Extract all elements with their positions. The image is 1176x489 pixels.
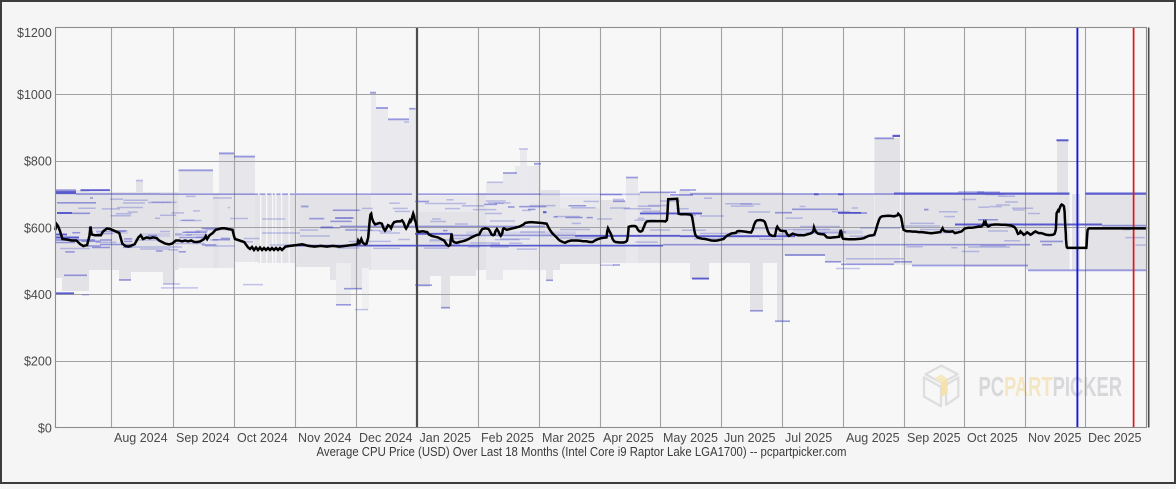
- svg-text:Sep 2024: Sep 2024: [176, 431, 230, 445]
- svg-text:Oct 2025: Oct 2025: [967, 431, 1018, 445]
- svg-text:Dec 2024: Dec 2024: [359, 431, 413, 445]
- svg-text:Feb 2025: Feb 2025: [481, 431, 534, 445]
- svg-text:$1200: $1200: [17, 26, 52, 40]
- svg-text:Jul 2025: Jul 2025: [785, 431, 832, 445]
- svg-text:Mar 2025: Mar 2025: [542, 431, 595, 445]
- svg-text:Oct 2024: Oct 2024: [237, 431, 288, 445]
- svg-text:Dec 2025: Dec 2025: [1088, 431, 1142, 445]
- svg-text:$0: $0: [38, 421, 52, 435]
- svg-text:$600: $600: [24, 221, 52, 235]
- svg-text:Nov 2025: Nov 2025: [1028, 431, 1082, 445]
- svg-text:Average CPU Price (USD) Over L: Average CPU Price (USD) Over Last 18 Mon…: [317, 445, 847, 459]
- svg-text:$400: $400: [24, 288, 52, 302]
- svg-text:$1000: $1000: [17, 88, 52, 102]
- svg-text:Apr 2025: Apr 2025: [603, 431, 654, 445]
- svg-text:PCPARTPICKER: PCPARTPICKER: [979, 371, 1123, 402]
- svg-text:Sep 2025: Sep 2025: [907, 431, 961, 445]
- svg-text:Aug 2024: Aug 2024: [114, 431, 168, 445]
- svg-text:Jan 2025: Jan 2025: [420, 431, 471, 445]
- svg-text:$800: $800: [24, 155, 52, 169]
- svg-text:Aug 2025: Aug 2025: [846, 431, 900, 445]
- svg-text:May 2025: May 2025: [663, 431, 718, 445]
- svg-text:Jun 2025: Jun 2025: [724, 431, 775, 445]
- svg-text:$200: $200: [24, 355, 52, 369]
- svg-text:Nov 2024: Nov 2024: [298, 431, 352, 445]
